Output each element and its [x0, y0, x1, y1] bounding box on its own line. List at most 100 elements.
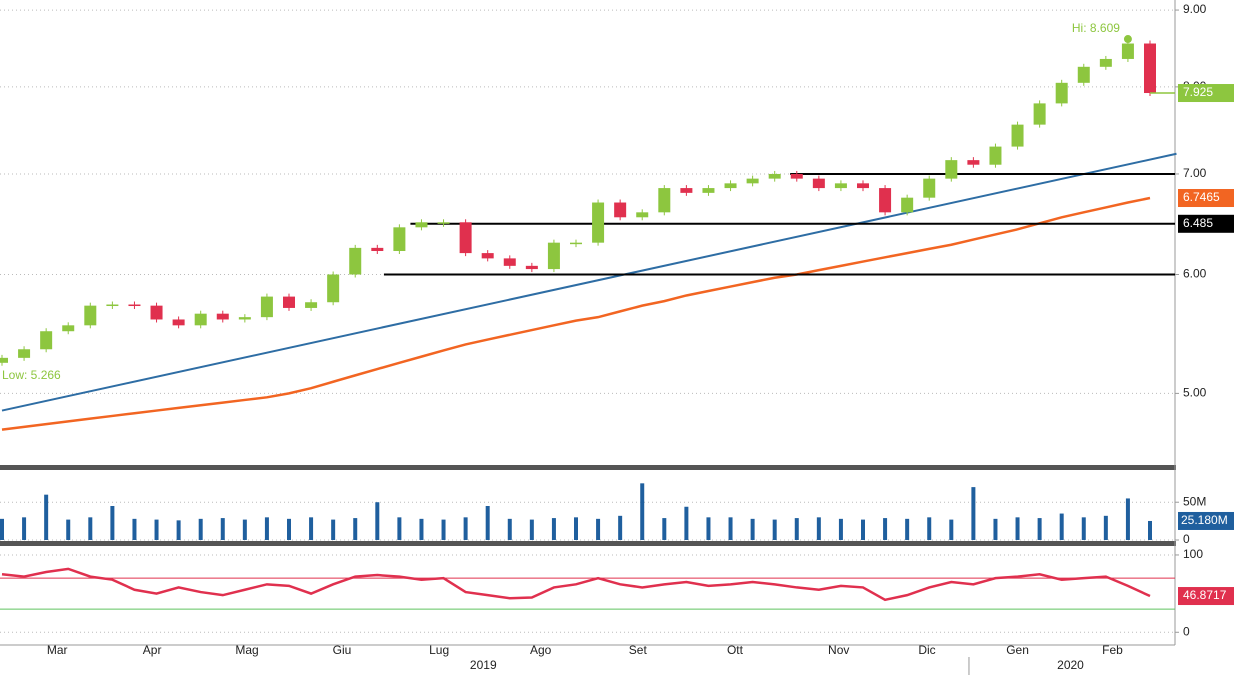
volume-bar: [794, 518, 799, 540]
volume-bar: [353, 518, 358, 540]
candle: [945, 160, 958, 179]
rsi-last-label-box: [1178, 587, 1234, 606]
volume-bar: [662, 518, 667, 540]
candle: [812, 178, 825, 189]
volume-bar: [706, 517, 711, 540]
candle: [768, 173, 781, 179]
candle: [570, 242, 582, 245]
volume-bar: [1015, 517, 1020, 540]
volume-bar: [838, 518, 843, 540]
candle: [216, 313, 229, 320]
candle: [989, 146, 1002, 165]
candle: [481, 253, 494, 259]
volume-bar: [22, 517, 27, 540]
candle: [901, 197, 914, 213]
volume-bar: [331, 519, 336, 540]
panel-separator: [0, 465, 1176, 470]
x-tick-label: Ott: [727, 643, 744, 657]
x-tick-label: Dic: [918, 643, 935, 657]
moving-average-label: 6.7465: [1183, 190, 1220, 204]
year-label: 2019: [470, 658, 497, 672]
volume-bar: [176, 520, 181, 540]
volume-bar: [264, 517, 269, 540]
y-tick-label: 5.00: [1183, 386, 1207, 400]
volume-bar: [529, 519, 534, 540]
volume-bar: [1059, 513, 1064, 540]
candle: [1144, 43, 1156, 94]
x-tick-label: Mag: [235, 643, 258, 657]
candle: [128, 304, 141, 307]
volume-bar: [132, 518, 137, 540]
candle: [923, 178, 936, 198]
y-tick-label: 6.00: [1183, 267, 1207, 281]
candle: [40, 331, 53, 350]
y-tick-label: 0: [1183, 532, 1190, 546]
level-label: 6.485: [1183, 216, 1213, 230]
candle: [238, 317, 251, 320]
candle: [371, 247, 384, 252]
x-tick-label: Feb: [1102, 643, 1123, 657]
rsi-line: [1, 567, 1151, 602]
volume-bar: [375, 502, 380, 540]
x-tick-label: Ago: [530, 643, 552, 657]
volume-bar: [397, 517, 402, 540]
volume-bar: [1081, 517, 1086, 540]
candle: [636, 212, 649, 218]
volume-bar: [1037, 518, 1042, 540]
candle: [305, 302, 318, 308]
candle: [658, 188, 671, 213]
x-tick-label: Mar: [47, 643, 68, 657]
volume-bar: [485, 506, 490, 540]
volume-bar: [883, 518, 888, 540]
rsi-last-label: 46.8717: [1183, 588, 1227, 602]
volume-bar: [574, 517, 578, 540]
y-tick-label: 50M: [1183, 494, 1206, 508]
level-label-box: [1178, 214, 1234, 233]
volume-bar: [309, 517, 314, 540]
candle: [106, 304, 119, 307]
candle: [592, 202, 605, 243]
candle: [84, 305, 97, 326]
volume-bar: [1103, 515, 1108, 540]
volume-bar: [287, 518, 291, 540]
y-tick-label: 9.00: [1183, 2, 1207, 16]
candle: [0, 357, 8, 363]
annotation: Low: 5.266: [2, 368, 61, 382]
x-tick-label: Nov: [828, 643, 849, 657]
volume-bar: [198, 518, 203, 540]
candle: [459, 222, 472, 254]
candle: [614, 202, 627, 218]
candle: [437, 222, 450, 224]
candle: [349, 247, 362, 275]
volume-bar: [750, 518, 755, 540]
volume-bar: [993, 518, 998, 540]
volume-bar: [772, 519, 777, 540]
volume-bar: [927, 517, 932, 540]
last-price-label-box: [1178, 84, 1234, 103]
candle: [1121, 43, 1134, 59]
volume-bar: [88, 517, 93, 540]
last-price-label: 7.925: [1183, 85, 1213, 99]
candle: [525, 265, 538, 270]
volume-bar: [220, 518, 225, 540]
volume-bar: [44, 494, 49, 540]
candle: [1011, 124, 1024, 147]
trendline: [1, 152, 1177, 412]
candle: [547, 242, 560, 270]
volume-bar: [66, 519, 71, 540]
candle: [283, 296, 295, 308]
annotation: Hi: 8.609: [1072, 21, 1120, 35]
candle: [172, 319, 185, 326]
volume-bar: [618, 515, 623, 540]
candle: [194, 313, 207, 326]
candle: [857, 183, 869, 189]
candle: [260, 296, 273, 318]
x-tick-label: Gen: [1006, 643, 1029, 657]
candle: [879, 188, 892, 213]
volume-bar: [949, 519, 954, 540]
candle: [503, 258, 516, 266]
candle: [18, 349, 31, 358]
panel-separator: [0, 541, 1176, 546]
